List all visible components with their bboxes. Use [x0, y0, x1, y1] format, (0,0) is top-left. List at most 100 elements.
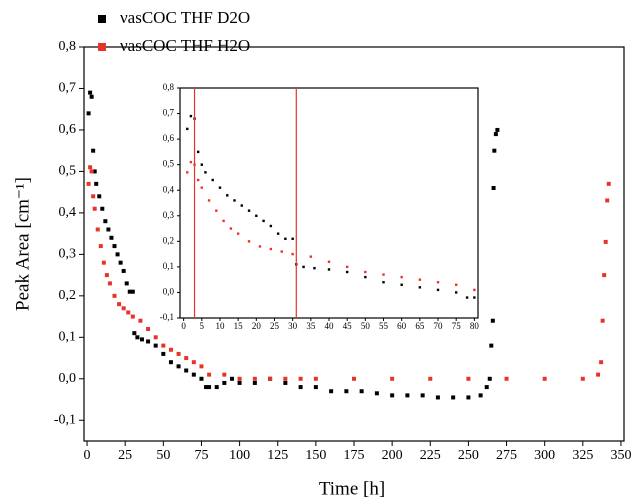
point [400, 283, 403, 286]
point [86, 111, 91, 116]
point [436, 288, 440, 292]
point [138, 318, 143, 323]
point [405, 393, 410, 398]
point [298, 376, 303, 381]
x-tick-label: 175 [344, 448, 365, 463]
point [97, 194, 102, 199]
point [606, 181, 611, 186]
point [191, 372, 196, 377]
x-tick-label: 225 [420, 448, 441, 463]
point [161, 351, 166, 356]
x-tick-label: 0 [181, 321, 186, 331]
x-tick-label: 250 [458, 448, 479, 463]
point [382, 281, 385, 284]
point [106, 227, 111, 232]
y-tick-label: -0,1 [54, 412, 76, 427]
point [302, 265, 305, 269]
point [89, 94, 94, 99]
point [88, 90, 93, 95]
point [283, 376, 288, 381]
x-tick-label: 55 [379, 321, 389, 331]
y-tick-label: 0,4 [163, 184, 175, 194]
point [126, 310, 131, 315]
point [207, 385, 212, 390]
point [580, 376, 585, 381]
point [364, 270, 367, 274]
point [313, 376, 318, 381]
point [191, 360, 196, 365]
point [390, 376, 395, 381]
point [255, 214, 258, 217]
x-tick-label: 275 [496, 448, 517, 463]
x-tick-label: 15 [234, 321, 244, 331]
x-tick-label: 50 [156, 448, 170, 463]
point [280, 250, 283, 253]
x-tick-label: 35 [306, 321, 316, 331]
x-tick-label: 45 [343, 321, 353, 331]
point [214, 385, 219, 390]
point [465, 296, 469, 299]
x-axis-title: Time [h] [319, 478, 385, 499]
point [189, 160, 193, 164]
point [309, 255, 313, 258]
x-tick-label: 70 [434, 321, 444, 331]
x-tick-label: 200 [382, 448, 403, 463]
x-tick-label: 25 [270, 321, 280, 331]
points [186, 114, 476, 299]
point [168, 347, 173, 352]
point [91, 148, 96, 153]
point [186, 127, 189, 131]
y-tick-label: 0,7 [163, 108, 175, 118]
point [252, 376, 257, 381]
point [329, 389, 334, 394]
legend-label: νasCOC THF D2O [120, 8, 250, 27]
point [168, 360, 173, 365]
y-tick-label: -0,1 [160, 312, 174, 322]
point [237, 376, 242, 381]
y-tick-label: 0,0 [59, 371, 77, 386]
x-tick-label: 50 [361, 321, 371, 331]
point [121, 306, 126, 311]
point [103, 219, 108, 224]
point [490, 318, 495, 323]
point [189, 114, 193, 118]
point [86, 181, 91, 186]
point [94, 181, 99, 186]
y-axis-title: Peak Area [cm⁻¹] [12, 177, 33, 311]
points [86, 90, 611, 400]
point [215, 209, 218, 212]
point [211, 178, 214, 182]
point [454, 283, 458, 286]
point [200, 186, 204, 189]
point [132, 331, 137, 336]
point [92, 206, 97, 211]
point [135, 335, 140, 340]
x-tick-label: 65 [415, 321, 425, 331]
y-tick-label: 0,8 [163, 82, 175, 92]
point [104, 273, 109, 278]
point [473, 288, 476, 292]
x-tick-label: 75 [452, 321, 462, 331]
point [207, 372, 212, 377]
point [218, 186, 222, 189]
point [161, 343, 166, 348]
point [153, 335, 158, 340]
point [291, 237, 294, 240]
point [115, 252, 120, 257]
point [124, 281, 129, 286]
point [276, 232, 280, 235]
legend-marker [98, 15, 106, 23]
point [247, 209, 251, 212]
point [436, 281, 440, 284]
y-tick-label: 0,6 [163, 133, 175, 143]
point [184, 356, 189, 361]
point [473, 296, 476, 299]
point [258, 245, 262, 248]
point [390, 393, 395, 398]
y-tick-label: 0,1 [163, 261, 174, 271]
point [240, 204, 243, 207]
point [420, 393, 425, 398]
point [344, 389, 349, 394]
legend-marker [98, 43, 106, 51]
point [112, 244, 117, 249]
